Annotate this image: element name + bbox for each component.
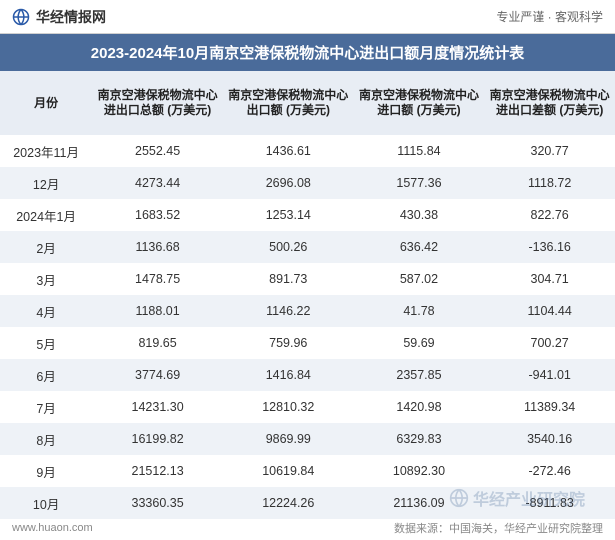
table-cell: 636.42 bbox=[354, 231, 485, 263]
table-cell: 1478.75 bbox=[92, 263, 223, 295]
table-cell: 12224.26 bbox=[223, 487, 354, 519]
table-cell: -136.16 bbox=[484, 231, 615, 263]
table-cell: 6月 bbox=[0, 359, 92, 391]
table-cell: 2023年11月 bbox=[0, 135, 92, 167]
table-cell: 587.02 bbox=[354, 263, 485, 295]
footer-source: 数据来源：中国海关，华经产业研究院整理 bbox=[394, 520, 603, 536]
table-cell: 3月 bbox=[0, 263, 92, 295]
table-cell: 4273.44 bbox=[92, 167, 223, 199]
table-cell: 1104.44 bbox=[484, 295, 615, 327]
table-cell: 12月 bbox=[0, 167, 92, 199]
table-cell: 1577.36 bbox=[354, 167, 485, 199]
table-row: 5月819.65759.9659.69700.27 bbox=[0, 327, 615, 359]
table-cell: 16199.82 bbox=[92, 423, 223, 455]
table-cell: 21512.13 bbox=[92, 455, 223, 487]
logo-text: 华经情报网 bbox=[36, 7, 106, 27]
table-cell: 1118.72 bbox=[484, 167, 615, 199]
table-cell: 10619.84 bbox=[223, 455, 354, 487]
table-row: 2023年11月2552.451436.611115.84320.77 bbox=[0, 135, 615, 167]
footer-site: www.huaon.com bbox=[12, 522, 93, 534]
table-cell: 8月 bbox=[0, 423, 92, 455]
table-cell: 3774.69 bbox=[92, 359, 223, 391]
data-table-wrap: 月份 南京空港保税物流中心进出口总额 (万美元) 南京空港保税物流中心出口额 (… bbox=[0, 71, 615, 519]
table-cell: 759.96 bbox=[223, 327, 354, 359]
data-table: 月份 南京空港保税物流中心进出口总额 (万美元) 南京空港保税物流中心出口额 (… bbox=[0, 71, 615, 519]
logo-area: 华经情报网 bbox=[12, 7, 106, 27]
table-cell: 1146.22 bbox=[223, 295, 354, 327]
col-header: 南京空港保税物流中心出口额 (万美元) bbox=[223, 71, 354, 135]
table-cell: 1420.98 bbox=[354, 391, 485, 423]
table-row: 12月4273.442696.081577.361118.72 bbox=[0, 167, 615, 199]
col-header: 南京空港保税物流中心进口额 (万美元) bbox=[354, 71, 485, 135]
table-cell: -272.46 bbox=[484, 455, 615, 487]
table-row: 2月1136.68500.26636.42-136.16 bbox=[0, 231, 615, 263]
table-cell: 10892.30 bbox=[354, 455, 485, 487]
page-header: 华经情报网 专业严谨 · 客观科学 bbox=[0, 0, 615, 34]
table-cell: 1253.14 bbox=[223, 199, 354, 231]
table-row: 4月1188.011146.2241.781104.44 bbox=[0, 295, 615, 327]
table-cell: 1188.01 bbox=[92, 295, 223, 327]
table-cell: 2357.85 bbox=[354, 359, 485, 391]
table-cell: 819.65 bbox=[92, 327, 223, 359]
globe-icon bbox=[12, 8, 30, 26]
table-cell: 822.76 bbox=[484, 199, 615, 231]
table-row: 8月16199.829869.996329.833540.16 bbox=[0, 423, 615, 455]
table-cell: 10月 bbox=[0, 487, 92, 519]
table-cell: 2月 bbox=[0, 231, 92, 263]
table-cell: 1436.61 bbox=[223, 135, 354, 167]
page-footer: www.huaon.com 数据来源：中国海关，华经产业研究院整理 bbox=[0, 516, 615, 540]
table-cell: 1136.68 bbox=[92, 231, 223, 263]
table-cell: 14231.30 bbox=[92, 391, 223, 423]
table-cell: 304.71 bbox=[484, 263, 615, 295]
col-header: 南京空港保税物流中心进出口差额 (万美元) bbox=[484, 71, 615, 135]
table-cell: 320.77 bbox=[484, 135, 615, 167]
table-cell: -8911.83 bbox=[484, 487, 615, 519]
table-cell: 2696.08 bbox=[223, 167, 354, 199]
table-cell: 4月 bbox=[0, 295, 92, 327]
table-cell: 3540.16 bbox=[484, 423, 615, 455]
table-row: 7月14231.3012810.321420.9811389.34 bbox=[0, 391, 615, 423]
table-cell: 7月 bbox=[0, 391, 92, 423]
table-cell: 5月 bbox=[0, 327, 92, 359]
table-row: 2024年1月1683.521253.14430.38822.76 bbox=[0, 199, 615, 231]
table-body: 2023年11月2552.451436.611115.84320.7712月42… bbox=[0, 135, 615, 519]
table-cell: 2024年1月 bbox=[0, 199, 92, 231]
table-cell: 891.73 bbox=[223, 263, 354, 295]
table-cell: 21136.09 bbox=[354, 487, 485, 519]
table-cell: 33360.35 bbox=[92, 487, 223, 519]
table-cell: 12810.32 bbox=[223, 391, 354, 423]
table-cell: -941.01 bbox=[484, 359, 615, 391]
table-cell: 1683.52 bbox=[92, 199, 223, 231]
table-row: 6月3774.691416.842357.85-941.01 bbox=[0, 359, 615, 391]
table-cell: 9月 bbox=[0, 455, 92, 487]
table-cell: 700.27 bbox=[484, 327, 615, 359]
table-row: 10月33360.3512224.2621136.09-8911.83 bbox=[0, 487, 615, 519]
table-cell: 500.26 bbox=[223, 231, 354, 263]
col-header: 月份 bbox=[0, 71, 92, 135]
table-cell: 9869.99 bbox=[223, 423, 354, 455]
table-cell: 430.38 bbox=[354, 199, 485, 231]
table-row: 3月1478.75891.73587.02304.71 bbox=[0, 263, 615, 295]
table-row: 9月21512.1310619.8410892.30-272.46 bbox=[0, 455, 615, 487]
table-cell: 1115.84 bbox=[354, 135, 485, 167]
table-cell: 41.78 bbox=[354, 295, 485, 327]
table-header-row: 月份 南京空港保税物流中心进出口总额 (万美元) 南京空港保税物流中心出口额 (… bbox=[0, 71, 615, 135]
tagline: 专业严谨 · 客观科学 bbox=[496, 8, 603, 25]
table-cell: 1416.84 bbox=[223, 359, 354, 391]
table-cell: 2552.45 bbox=[92, 135, 223, 167]
col-header: 南京空港保税物流中心进出口总额 (万美元) bbox=[92, 71, 223, 135]
table-title: 2023-2024年10月南京空港保税物流中心进出口额月度情况统计表 bbox=[0, 34, 615, 71]
table-cell: 11389.34 bbox=[484, 391, 615, 423]
table-cell: 6329.83 bbox=[354, 423, 485, 455]
table-cell: 59.69 bbox=[354, 327, 485, 359]
